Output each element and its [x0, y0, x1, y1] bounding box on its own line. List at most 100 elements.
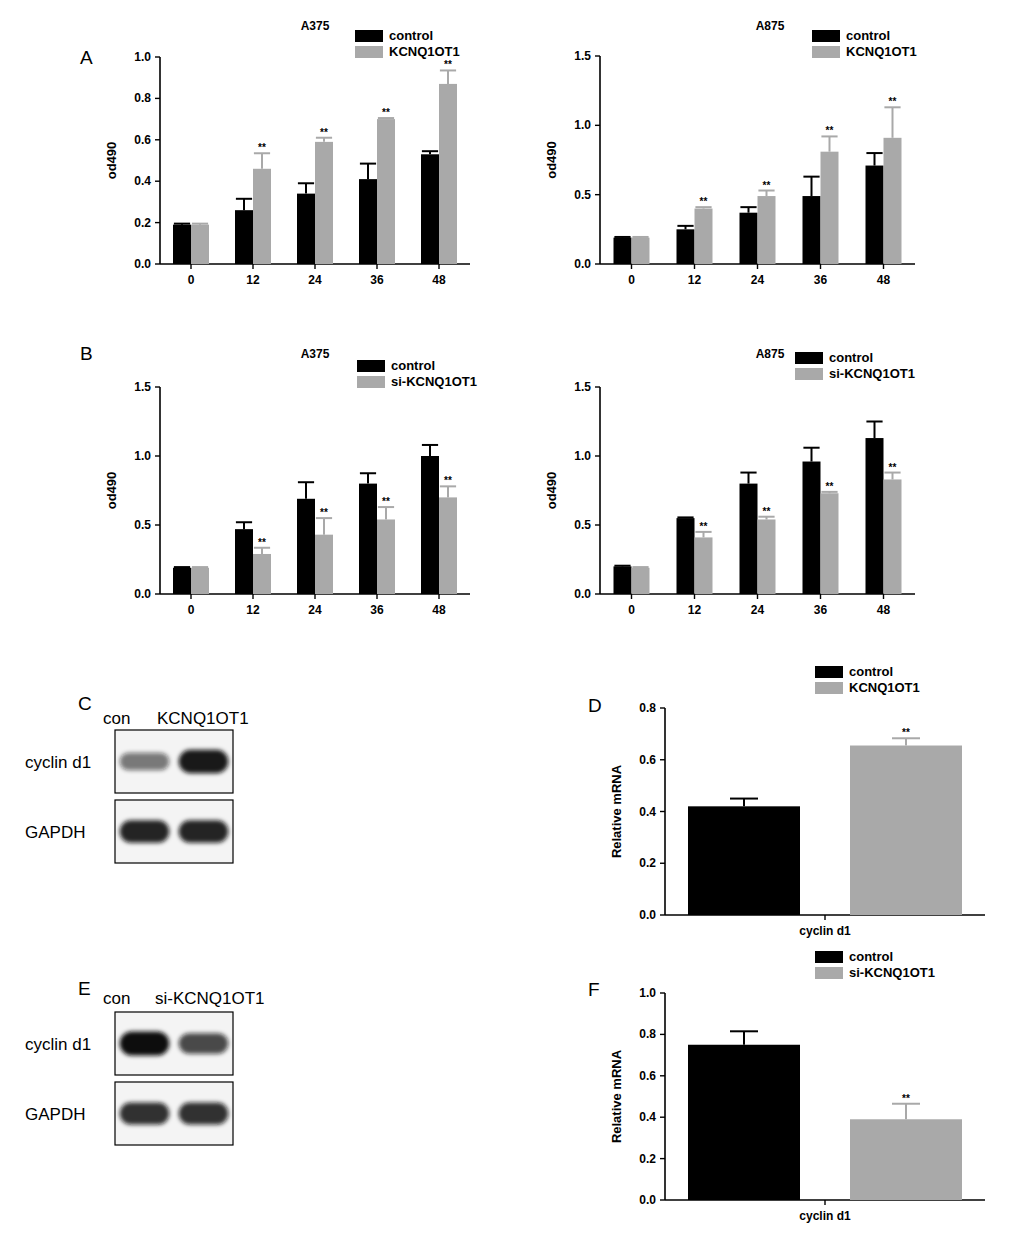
- error-cap: [677, 516, 693, 518]
- bar: [297, 499, 315, 594]
- bar-chart: BA375od4900.00.51.01.5012243648********c…: [80, 343, 477, 617]
- significance: **: [700, 521, 708, 532]
- legend-swatch: [795, 352, 823, 364]
- y-tick-label: 0.0: [574, 587, 591, 601]
- error-bar: [360, 473, 376, 483]
- significance: **: [826, 481, 834, 492]
- legend-swatch: [795, 368, 823, 380]
- x-tick-label: 36: [370, 603, 384, 617]
- error-bar: [758, 517, 774, 520]
- error-stem: [429, 445, 431, 456]
- y-tick: [155, 56, 160, 57]
- y-tick-label: 0.2: [639, 856, 656, 870]
- chart-title: A875: [756, 19, 785, 33]
- error-stem: [743, 799, 745, 807]
- y-tick-label: 0.2: [134, 216, 151, 230]
- bar: [614, 566, 632, 594]
- error-cap: [803, 447, 819, 449]
- error-bar: [677, 226, 693, 229]
- bar: [315, 142, 333, 264]
- x-tick-label: 36: [370, 273, 384, 287]
- bars: [614, 107, 902, 264]
- bar: [421, 154, 439, 264]
- panel-letter: B: [80, 343, 93, 364]
- error-bar: [316, 518, 332, 535]
- error-bar: [440, 486, 456, 497]
- x-tick: [824, 1200, 825, 1205]
- legend-label: KCNQ1OT1: [849, 680, 920, 695]
- y-tick-label: 0.4: [134, 174, 151, 188]
- y-tick: [660, 863, 665, 864]
- y-tick-label: 0.5: [574, 518, 591, 532]
- error-bar: [316, 138, 332, 142]
- x-tick: [883, 594, 884, 599]
- legend-label: control: [391, 358, 435, 373]
- x-tick-label: 12: [688, 603, 702, 617]
- y-tick: [595, 263, 600, 264]
- row-label: GAPDH: [25, 823, 85, 842]
- y-tick: [595, 386, 600, 387]
- error-cap: [298, 481, 314, 483]
- y-tick-label: 1.5: [574, 49, 591, 63]
- y-tick: [155, 98, 160, 99]
- y-tick: [155, 263, 160, 264]
- bars: [173, 70, 457, 264]
- x-tick-label: 0: [628, 603, 635, 617]
- y-tick-label: 0.8: [134, 91, 151, 105]
- significance: **: [826, 125, 834, 136]
- error-cap: [866, 421, 882, 423]
- y-tick: [595, 55, 600, 56]
- error-cap: [298, 182, 314, 184]
- error-bar: [803, 448, 819, 462]
- y-tick-label: 0.5: [134, 518, 151, 532]
- x-tick-label: cyclin d1: [799, 924, 851, 938]
- y-tick-label: 0.8: [639, 701, 656, 715]
- x-tick-label: 24: [308, 273, 322, 287]
- bar: [821, 493, 839, 594]
- significance: **: [382, 496, 390, 507]
- y-tick: [595, 125, 600, 126]
- y-tick: [155, 222, 160, 223]
- western-blot: CconKCNQ1OT1cyclin d1GAPDH: [25, 693, 249, 863]
- legend: controlsi-KCNQ1OT1: [795, 350, 915, 381]
- y-tick: [155, 139, 160, 140]
- x-tick: [757, 264, 758, 269]
- legend-swatch: [815, 951, 843, 963]
- bar: [632, 568, 650, 594]
- error-bar: [740, 207, 756, 213]
- y-tick-label: 1.0: [134, 50, 151, 64]
- error-stem: [243, 522, 245, 529]
- x-tick: [438, 594, 439, 599]
- significance: **: [763, 506, 771, 517]
- significance: **: [320, 507, 328, 518]
- y-tick-label: 0.6: [639, 1069, 656, 1083]
- error-cap: [192, 223, 208, 225]
- error-cap: [614, 236, 630, 238]
- significance: **: [889, 462, 897, 473]
- y-axis: [159, 387, 161, 594]
- y-tick-label: 1.5: [574, 380, 591, 394]
- panel-letter: A: [80, 47, 93, 68]
- x-tick-label: 24: [308, 603, 322, 617]
- error-bar: [866, 153, 882, 165]
- y-axis-label: od490: [104, 472, 119, 510]
- legend-swatch: [812, 30, 840, 42]
- chart-title: A375: [301, 19, 330, 33]
- error-cap: [740, 472, 756, 474]
- y-tick: [660, 1075, 665, 1076]
- x-tick: [757, 594, 758, 599]
- error-cap: [730, 1030, 758, 1032]
- error-stem: [874, 422, 876, 439]
- y-tick-label: 0.2: [639, 1152, 656, 1166]
- legend-swatch: [815, 967, 843, 979]
- error-cap: [803, 176, 819, 178]
- error-cap: [866, 152, 882, 154]
- y-axis-label: od490: [104, 142, 119, 180]
- x-tick: [694, 594, 695, 599]
- error-bar: [378, 118, 394, 119]
- bar: [850, 746, 962, 915]
- error-cap: [192, 566, 208, 568]
- x-tick-label: 48: [432, 273, 446, 287]
- x-tick: [824, 915, 825, 920]
- legend-swatch: [357, 360, 385, 372]
